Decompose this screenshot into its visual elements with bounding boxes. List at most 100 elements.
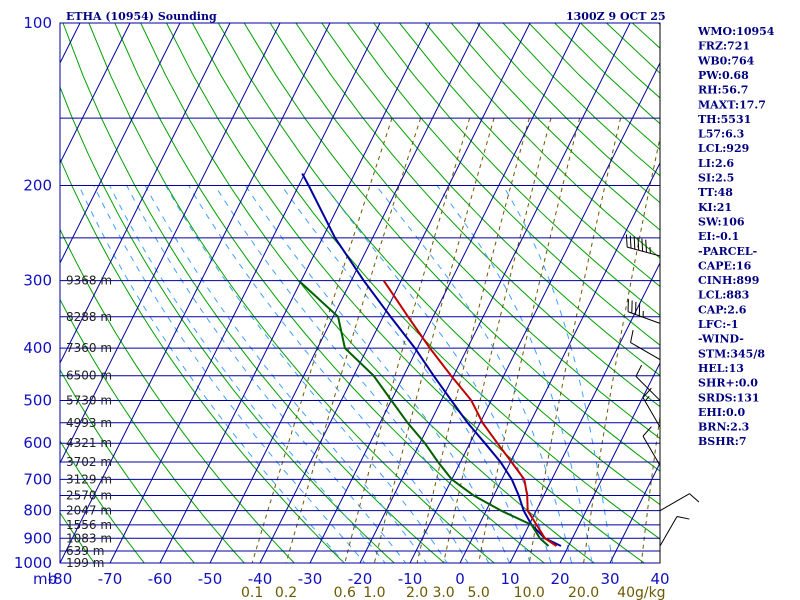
temperature-tick-label: 20 [550, 570, 569, 588]
index-line: STM:345/8 [698, 347, 765, 360]
index-line: EHI:0.0 [698, 406, 745, 419]
wind-barb-shaft [627, 311, 661, 324]
index-line: CAP:2.6 [698, 303, 747, 316]
height-label: 1083 m [66, 531, 112, 545]
isotherm [459, 161, 660, 563]
index-line: SRDS:131 [698, 391, 760, 404]
isotherm [559, 361, 660, 563]
index-line: FRZ:721 [698, 40, 750, 53]
moist-adiabat [126, 185, 407, 563]
wind-barb [642, 426, 661, 466]
height-label: 7360 m [66, 341, 112, 355]
mixing-ratio-label: 1.0 [363, 585, 385, 600]
wind-barb-flag [633, 236, 636, 250]
index-line: LCL:883 [698, 289, 749, 302]
isotherm [60, 23, 181, 265]
dry-adiabat [166, 23, 646, 563]
isotherm [259, 23, 531, 563]
parcel-trace [301, 173, 562, 547]
dewpoint-trace [298, 279, 550, 547]
wind-barb-flag [625, 234, 628, 248]
index-line: BSHR:7 [698, 435, 747, 448]
wind-barb [642, 387, 661, 428]
dry-adiabat [347, 23, 660, 346]
isotherm [109, 23, 381, 563]
dry-adiabat [114, 23, 546, 563]
index-line: SW:106 [698, 215, 745, 228]
wind-barb-flag [676, 516, 690, 520]
mixing-ratio-line [583, 135, 660, 563]
mixing-ratio-label: 0.1 [241, 585, 263, 600]
height-label: 2570 m [66, 489, 112, 503]
dry-adiabat [321, 23, 660, 377]
height-label: 4993 m [66, 416, 112, 430]
height-label: 4321 m [66, 436, 112, 450]
index-line: LCL:929 [698, 142, 749, 155]
wind-barb-flag [689, 493, 700, 503]
wind-barbs [625, 23, 700, 563]
index-line: SHR+:0.0 [698, 377, 758, 390]
dry-adiabat [60, 228, 295, 563]
index-line: RH:56.7 [698, 84, 748, 97]
isotherm [409, 61, 660, 563]
index-line: WB0:764 [697, 54, 755, 67]
mixing-ratio-label: 2.0 [406, 585, 428, 600]
moist-adiabat [436, 185, 593, 563]
wind-barb-flag [641, 238, 644, 252]
isotherm [60, 23, 281, 465]
mixing-ratio-label: 20.0 [568, 585, 599, 600]
temperature-tick-label: -50 [198, 570, 223, 588]
dry-adiabat [424, 23, 660, 259]
pressure-tick-label: 500 [23, 391, 52, 409]
dry-adiabat [60, 157, 346, 563]
index-line: EI:-0.1 [698, 230, 739, 243]
index-line: -PARCEL- [698, 245, 757, 258]
wind-barb-shaft [642, 435, 661, 466]
mixing-ratio-line [344, 117, 471, 563]
temperature-trace [382, 280, 558, 547]
index-line: CINH:899 [698, 274, 759, 287]
wind-barb [627, 299, 661, 324]
wind-barb-shaft [630, 342, 661, 360]
height-label: 5730 m [66, 393, 112, 407]
pressure-unit-label: mb [33, 570, 57, 588]
temperature-tick-label: -20 [348, 570, 373, 588]
index-line: PW:0.68 [698, 69, 749, 82]
isotherm [609, 461, 660, 563]
mixing-ratio-label: 0.6 [334, 585, 356, 600]
chart-datetime: 1300Z 9 OCT 25 [566, 10, 666, 23]
wind-barb-shaft [659, 516, 678, 547]
pressure-tick-label: 300 [23, 272, 52, 290]
isotherm [209, 23, 481, 563]
index-line: HEL:13 [698, 362, 744, 375]
mixing-ratio-line [443, 117, 552, 563]
mixing-ratio-line [251, 117, 393, 563]
isotherm [309, 23, 581, 563]
pressure-tick-label: 700 [23, 470, 52, 488]
wind-barb-flag [642, 426, 652, 437]
index-line: WMO:10954 [697, 25, 775, 38]
dry-adiabat [88, 23, 496, 563]
chart-title: ETHA (10954) Sounding [66, 10, 217, 23]
index-line: -WIND- [698, 333, 744, 346]
temperature-tick-label: -40 [248, 570, 273, 588]
wind-barb-shaft [642, 397, 661, 428]
height-label: 9368 m [66, 274, 112, 288]
wind-barb-shaft [635, 376, 661, 401]
temperature-tick-label: -30 [298, 570, 323, 588]
mixing-ratio-line [285, 117, 422, 563]
dry-adiabat [243, 23, 660, 472]
wind-barb-shaft [659, 493, 690, 512]
wind-barb-half-flag [644, 395, 650, 402]
dry-adiabat [60, 298, 245, 563]
wind-barb [625, 234, 661, 257]
mixing-ratio-line [373, 117, 495, 563]
temperature-tick-label: 0 [455, 570, 465, 588]
index-line: TT:48 [698, 186, 733, 199]
index-line: BRN:2.3 [698, 421, 749, 434]
index-line: MAXT:17.7 [698, 98, 766, 111]
wind-barb [630, 330, 661, 360]
moist-adiabat [281, 185, 531, 563]
